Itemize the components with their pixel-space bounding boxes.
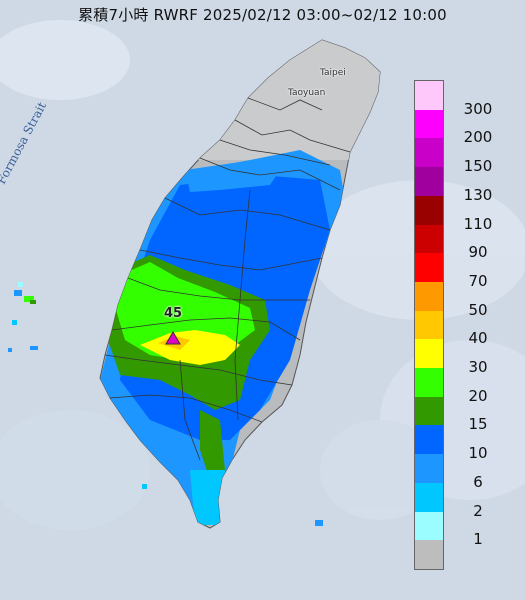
legend-label: 50 (468, 300, 488, 319)
triangle-marker-icon (165, 331, 181, 345)
legend-swatch (415, 310, 443, 340)
legend-swatch (415, 253, 443, 282)
legend-swatch (415, 224, 443, 254)
city-label-taipei: Taipei (320, 68, 346, 78)
legend-label: 40 (468, 329, 488, 348)
legend-swatch (415, 368, 443, 397)
legend-swatch (415, 195, 443, 225)
legend-label: 300 (463, 99, 493, 118)
legend-label: 15 (468, 415, 488, 434)
legend-label: 110 (463, 214, 493, 233)
county-borders (104, 97, 351, 461)
legend-label: 70 (468, 271, 488, 290)
legend-label: 150 (463, 157, 493, 176)
legend-swatch (415, 540, 443, 569)
legend-swatch (415, 425, 443, 455)
legend-swatch (415, 138, 443, 168)
legend-swatch (415, 281, 443, 311)
legend-color-bar (414, 80, 444, 570)
legend-label: 30 (468, 358, 488, 377)
max-value-label: 45 (164, 306, 183, 321)
legend-swatch (415, 482, 443, 512)
offshore-echoes (8, 282, 323, 526)
legend-swatch (415, 339, 443, 369)
legend-label: 1 (473, 530, 483, 549)
legend-swatch (415, 81, 443, 110)
legend-label: 6 (473, 472, 483, 491)
legend-label: 20 (468, 386, 488, 405)
legend-swatch (415, 511, 443, 541)
legend-label: 130 (463, 185, 493, 204)
city-label-taoyuan: Taoyuan (288, 88, 326, 98)
legend-label: 2 (473, 501, 483, 520)
legend-label: 10 (468, 444, 488, 463)
legend-swatch (415, 109, 443, 139)
legend-swatch (415, 167, 443, 196)
legend-swatch (415, 454, 443, 483)
page-title: 累積7小時 RWRF 2025/02/12 03:00~02/12 10:00 (78, 6, 447, 24)
legend-swatch (415, 396, 443, 426)
legend-label: 90 (468, 243, 488, 262)
legend-label: 200 (463, 128, 493, 147)
